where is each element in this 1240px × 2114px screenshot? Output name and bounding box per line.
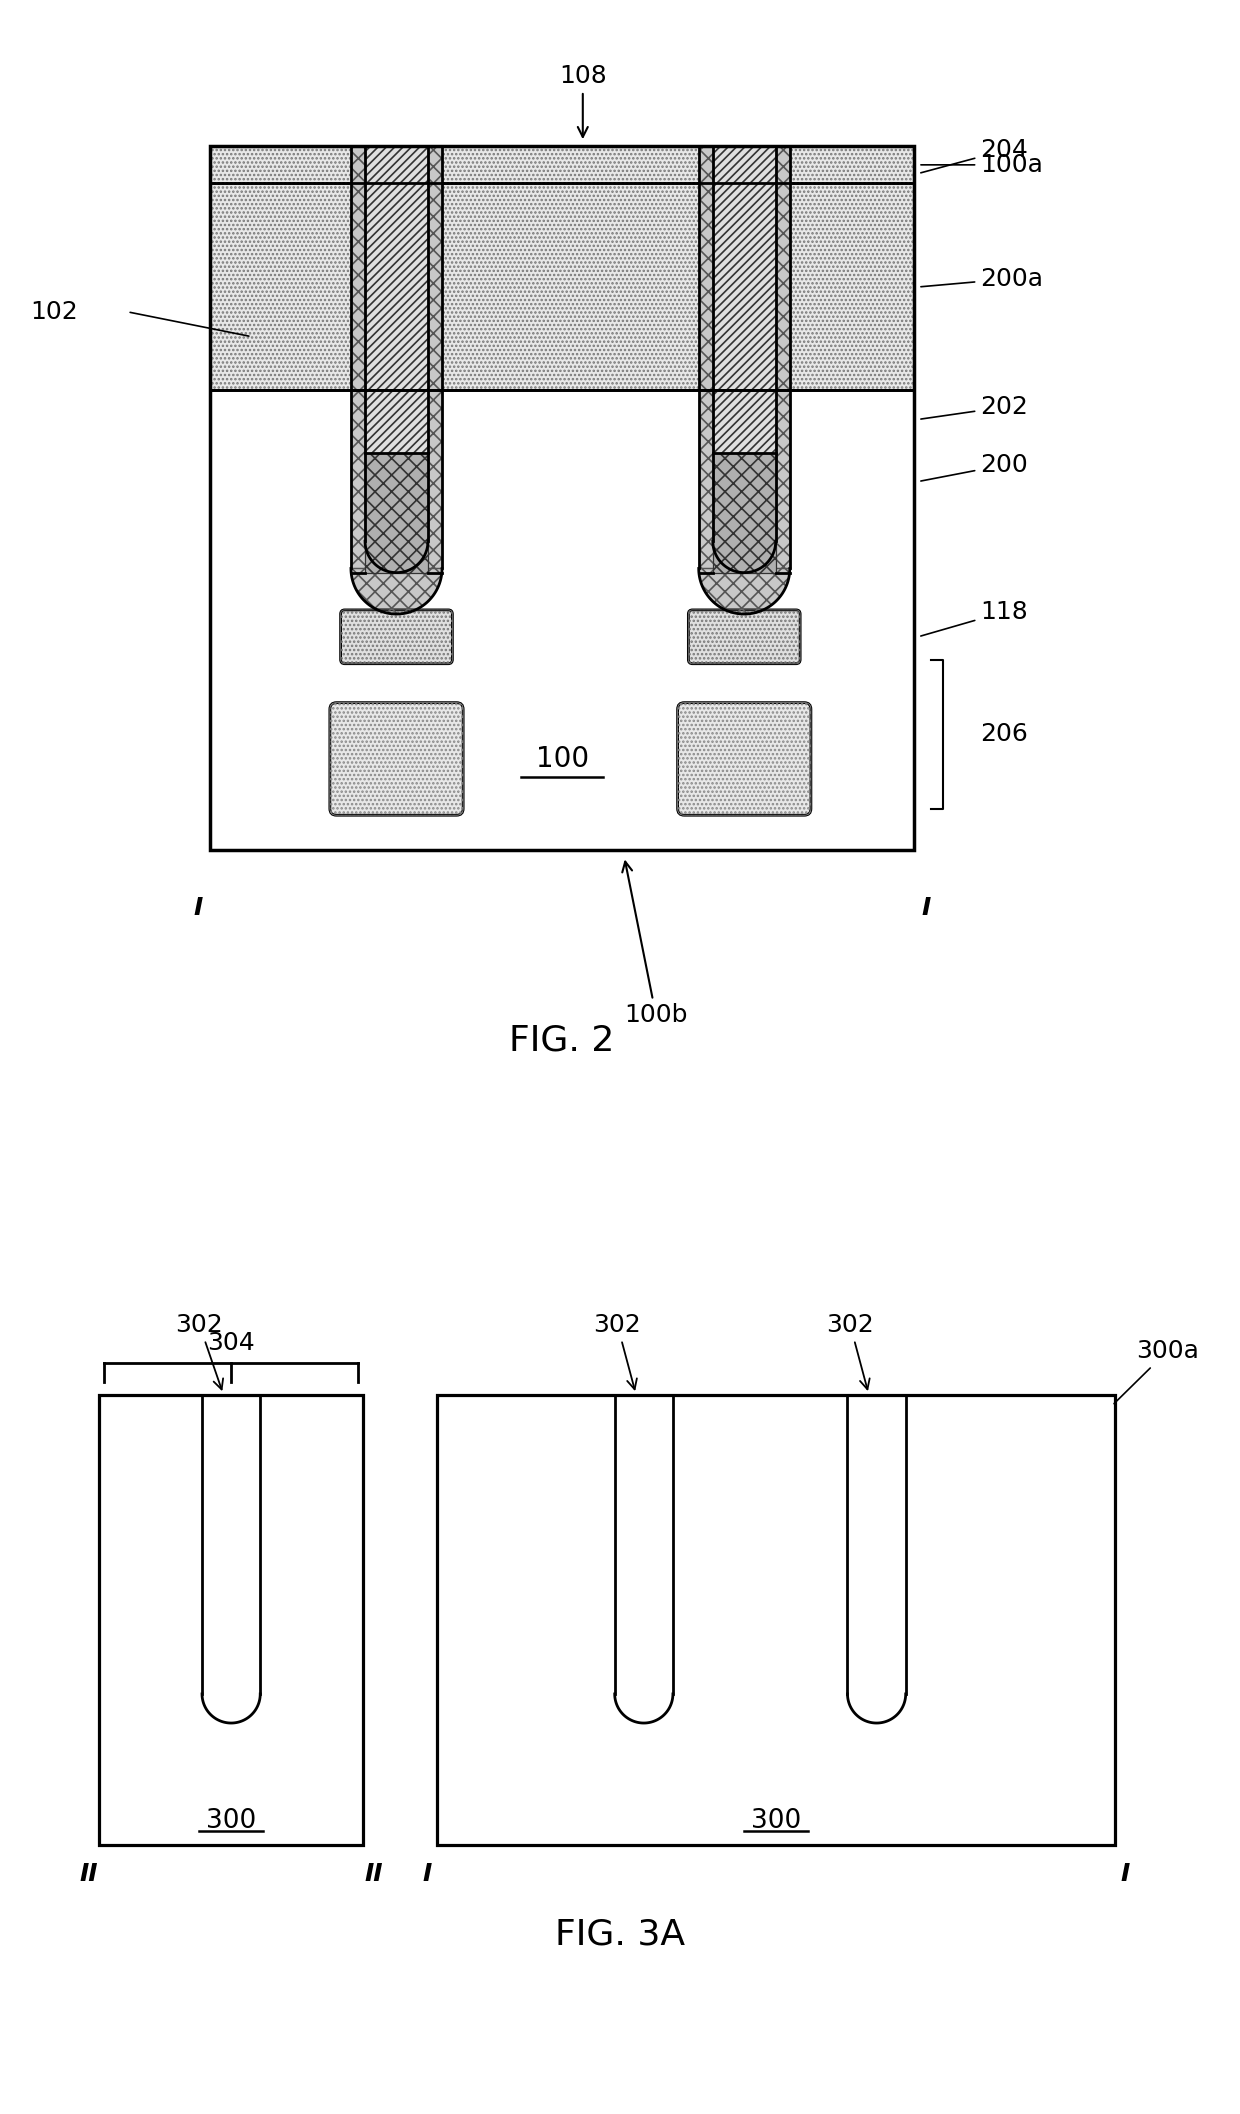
Text: 302: 302: [594, 1313, 641, 1389]
Bar: [211, 146, 914, 184]
Text: I: I: [1121, 1862, 1130, 1886]
Bar: [211, 146, 914, 184]
Bar: [698, 146, 790, 569]
FancyBboxPatch shape: [688, 611, 800, 664]
Text: 302: 302: [176, 1313, 223, 1389]
FancyBboxPatch shape: [330, 702, 464, 816]
Text: FIG. 3A: FIG. 3A: [556, 1917, 684, 1951]
Bar: [211, 184, 914, 391]
Bar: [698, 146, 790, 569]
Bar: [351, 146, 441, 569]
Bar: [365, 146, 428, 541]
Text: II: II: [365, 1862, 383, 1886]
Text: 100: 100: [536, 744, 589, 774]
Bar: [713, 146, 776, 541]
Text: FIG. 2: FIG. 2: [510, 1023, 615, 1057]
Bar: [713, 146, 776, 541]
Bar: [211, 146, 914, 850]
Text: 304: 304: [207, 1332, 255, 1355]
Text: 302: 302: [826, 1313, 874, 1389]
Text: 118: 118: [921, 600, 1028, 636]
Text: 100b: 100b: [622, 863, 688, 1027]
Bar: [351, 146, 441, 569]
Bar: [99, 1395, 363, 1846]
Polygon shape: [351, 569, 441, 613]
Text: II: II: [79, 1862, 98, 1886]
Text: I: I: [921, 896, 931, 920]
Text: I: I: [423, 1862, 432, 1886]
Text: 100a: 100a: [921, 152, 1043, 178]
Bar: [713, 452, 776, 573]
Bar: [365, 452, 428, 573]
Text: 300a: 300a: [1114, 1340, 1199, 1404]
FancyBboxPatch shape: [677, 702, 811, 816]
Text: 200a: 200a: [921, 266, 1043, 292]
FancyBboxPatch shape: [341, 611, 453, 664]
Polygon shape: [713, 541, 776, 573]
Text: 300: 300: [206, 1807, 257, 1835]
Bar: [365, 146, 428, 541]
Text: 206: 206: [981, 723, 1028, 746]
Bar: [211, 391, 914, 850]
Polygon shape: [698, 569, 790, 613]
Polygon shape: [365, 541, 428, 573]
Bar: [438, 1395, 1115, 1846]
Bar: [365, 452, 428, 573]
Text: 300: 300: [751, 1807, 801, 1835]
Text: 102: 102: [30, 300, 78, 323]
Text: 200: 200: [921, 452, 1028, 482]
Bar: [713, 452, 776, 573]
Text: 202: 202: [921, 395, 1028, 419]
Bar: [211, 184, 914, 391]
Text: 108: 108: [559, 63, 606, 137]
Text: 204: 204: [921, 137, 1028, 173]
Text: I: I: [193, 896, 202, 920]
